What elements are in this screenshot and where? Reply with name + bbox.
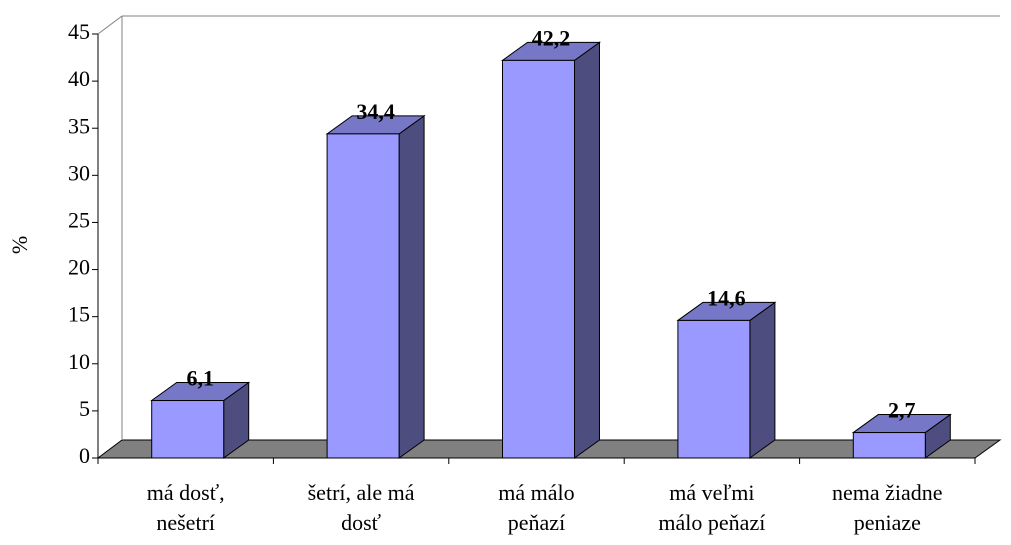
bar-side <box>749 301 776 459</box>
bar-front <box>326 133 400 459</box>
y-tick-label: 20 <box>68 255 90 280</box>
value-label: 6,1 <box>186 366 214 391</box>
y-axis-label: % <box>7 236 32 254</box>
y-tick-label: 15 <box>68 302 90 327</box>
y-tick-label: 30 <box>68 160 90 185</box>
x-tick-label-box: má veľmi málo peňazí <box>658 480 766 535</box>
bar-side <box>398 114 425 459</box>
bar-front <box>151 400 225 459</box>
y-tick-label: 0 <box>79 443 90 468</box>
bar <box>500 41 602 459</box>
x-tick-label-box: nema žiadne peniaze <box>832 480 943 535</box>
bar-front <box>502 59 575 459</box>
x-tick-label: má veľmi málo peňazí <box>658 480 766 535</box>
value-label: 2,7 <box>888 398 916 423</box>
y-tick-label: 25 <box>68 207 90 232</box>
side-wall-top <box>97 15 123 35</box>
y-tick-label: 5 <box>79 396 90 421</box>
x-tick-label-box: má málo peňazí <box>498 480 575 535</box>
y-tick-label: 40 <box>68 66 90 91</box>
x-tick-label-box: má dosť, nešetrí <box>146 480 225 535</box>
x-tick-label: má dosť, nešetrí <box>146 480 225 535</box>
bar <box>851 413 952 459</box>
bar <box>150 381 251 459</box>
bar <box>325 114 426 459</box>
x-tick-label: nema žiadne peniaze <box>832 480 943 535</box>
value-label: 34,4 <box>356 99 395 124</box>
x-tick-label: šetrí, ale má dosť <box>307 480 415 535</box>
y-tick-label: 10 <box>68 349 90 374</box>
x-tick-label-box: šetrí, ale má dosť <box>307 480 415 535</box>
y-tick-label: 45 <box>68 19 90 44</box>
value-label: 14,6 <box>707 285 746 310</box>
bar <box>676 301 777 459</box>
y-tick-label: 35 <box>68 113 90 138</box>
x-tick-label: má málo peňazí <box>498 480 575 535</box>
bar-side <box>574 41 600 459</box>
value-label: 42,2 <box>532 25 571 50</box>
bar-front <box>852 432 926 459</box>
bar-front <box>677 319 751 459</box>
